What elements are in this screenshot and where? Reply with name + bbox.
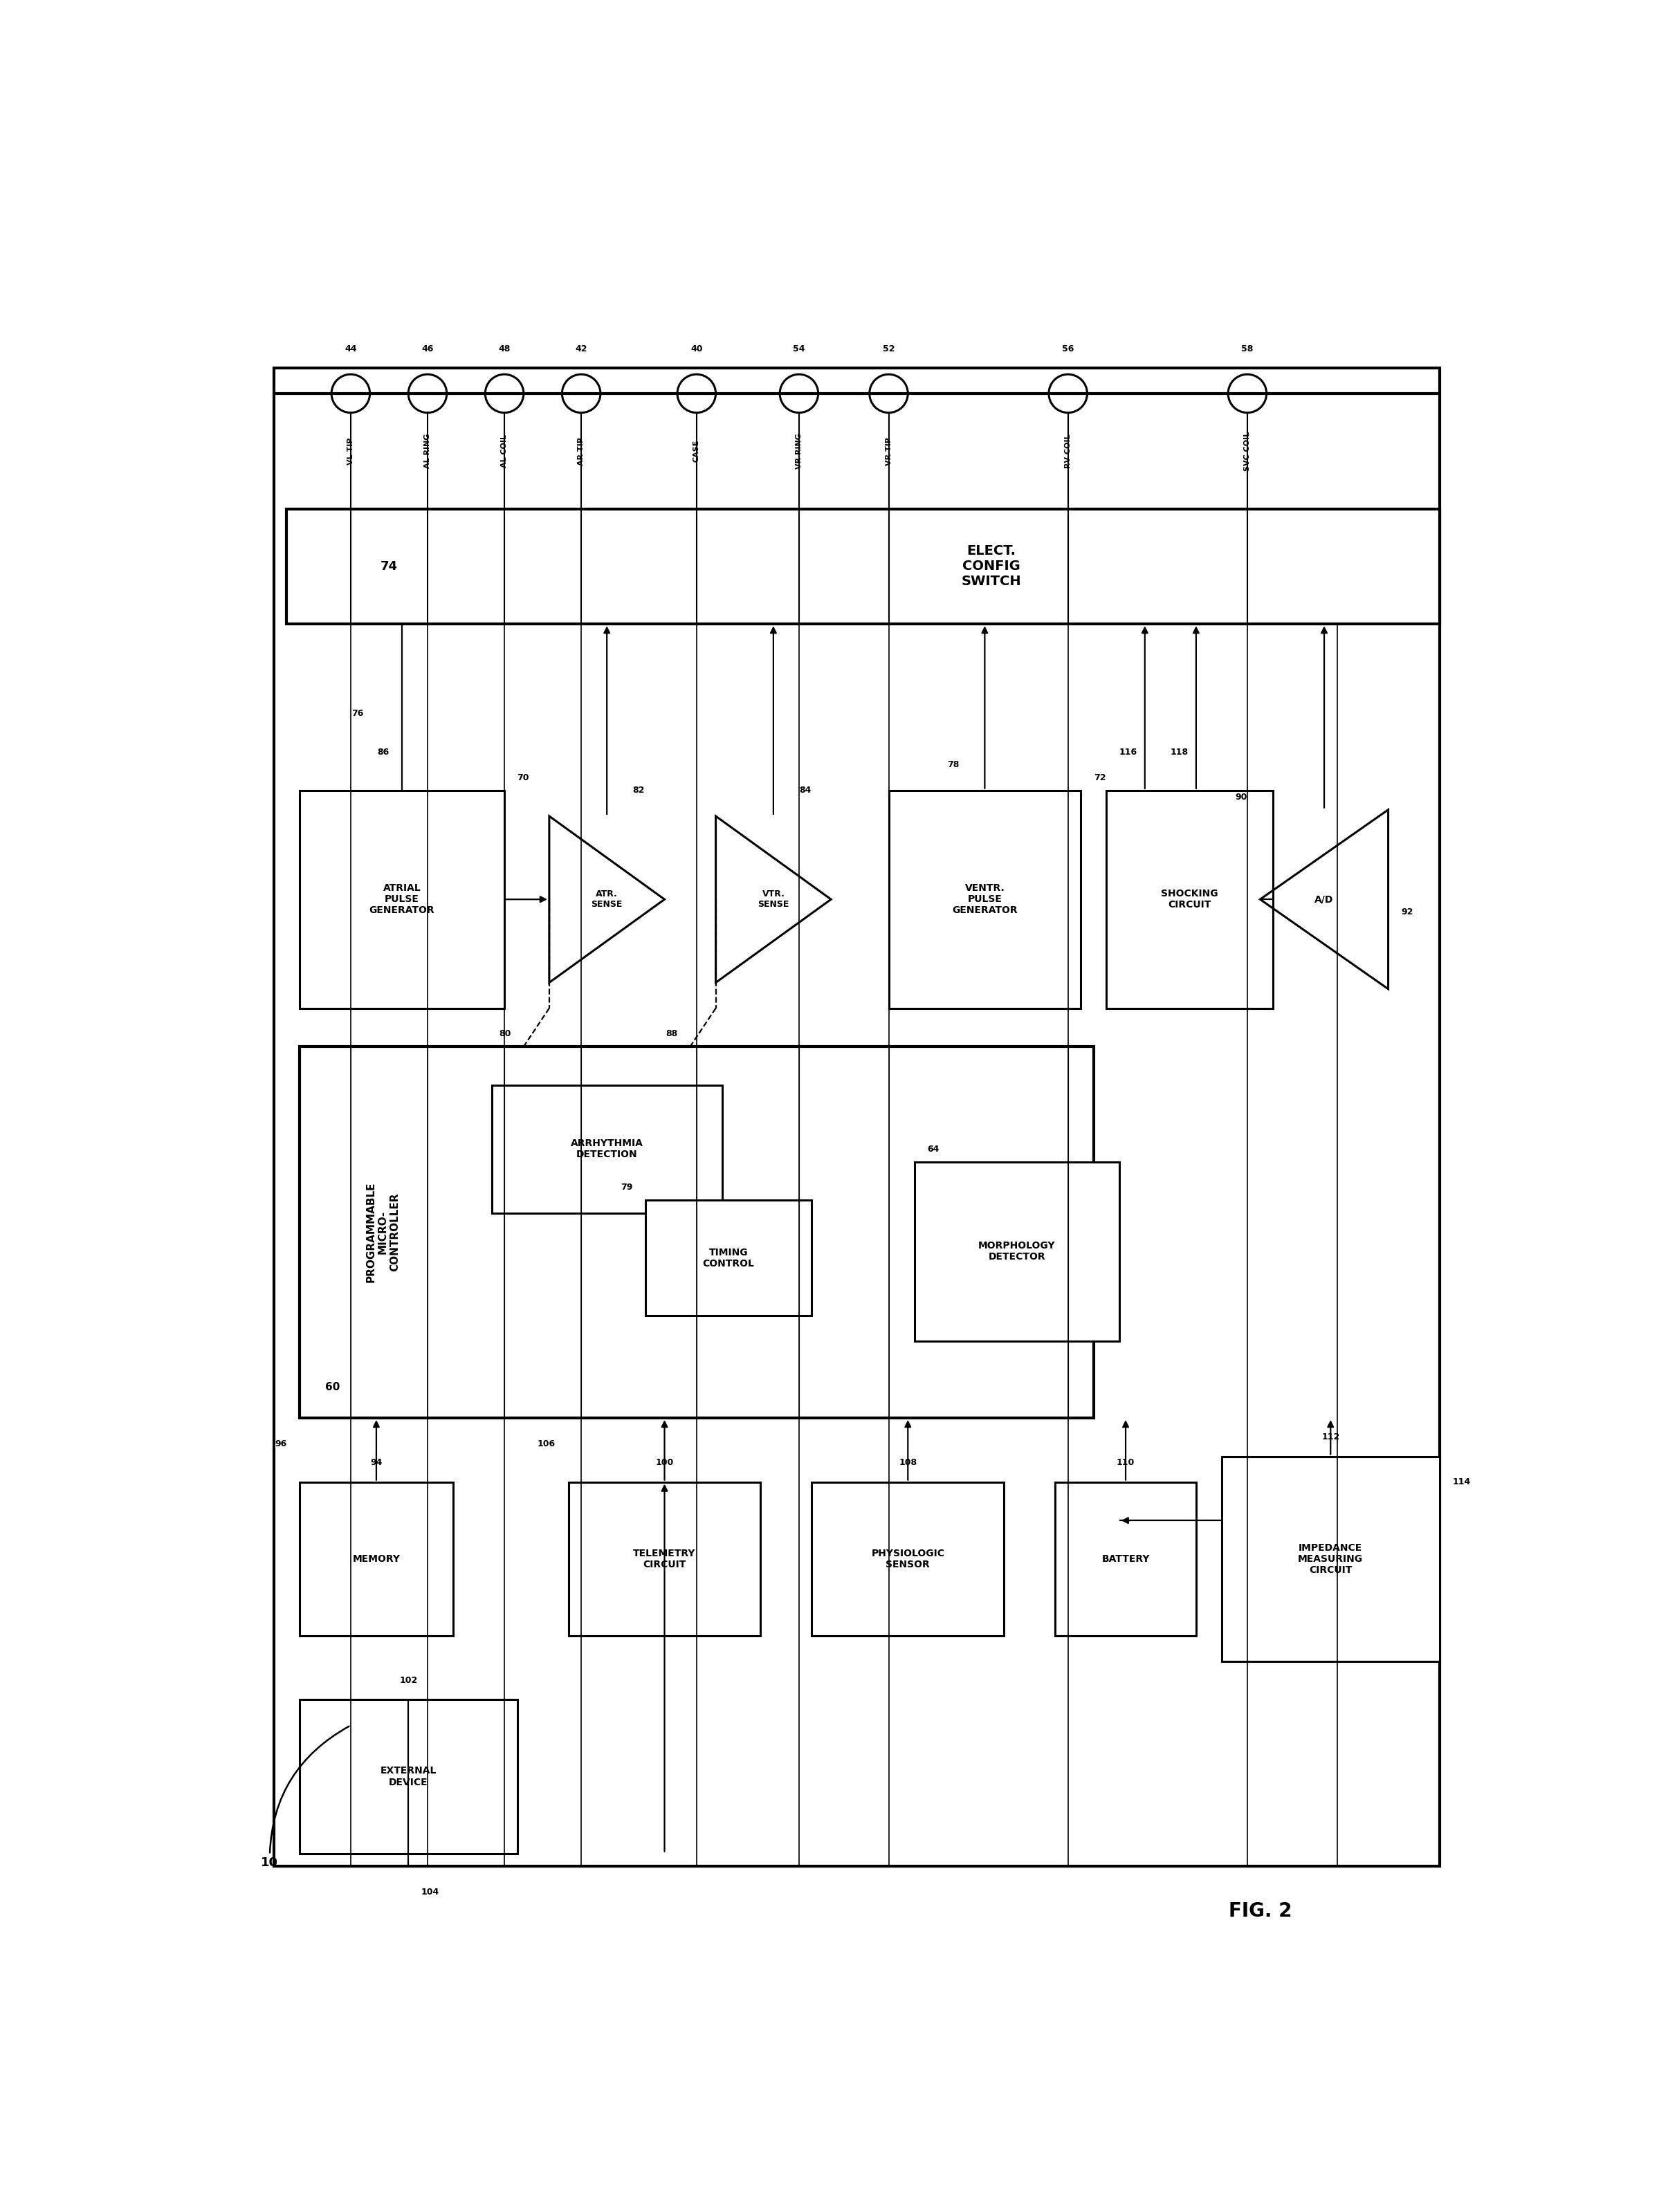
Text: BATTERY: BATTERY	[1102, 1555, 1150, 1564]
Bar	[287, 509, 1440, 624]
Text: VR RING: VR RING	[796, 434, 803, 469]
Text: 112: 112	[1322, 1433, 1340, 1442]
Text: AL RING: AL RING	[425, 434, 431, 469]
Text: IMPEDANCE
MEASURING
CIRCUIT: IMPEDANCE MEASURING CIRCUIT	[1297, 1542, 1364, 1575]
Text: 42: 42	[576, 345, 587, 354]
Text: PHYSIOLOGIC
SENSOR: PHYSIOLOGIC SENSOR	[871, 1548, 944, 1568]
Bar	[914, 1161, 1120, 1340]
Text: 84: 84	[800, 785, 811, 794]
Text: 82: 82	[632, 785, 644, 794]
Text: 78: 78	[947, 761, 959, 770]
Text: 92: 92	[1400, 907, 1413, 916]
Text: 56: 56	[1062, 345, 1073, 354]
Text: 102: 102	[400, 1677, 418, 1686]
Text: EXTERNAL
DEVICE: EXTERNAL DEVICE	[380, 1765, 436, 1787]
Bar	[300, 790, 504, 1009]
Text: 90: 90	[1236, 792, 1248, 801]
Text: 10: 10	[260, 1725, 348, 1869]
Text: TIMING
CONTROL: TIMING CONTROL	[703, 1248, 755, 1267]
Text: 114: 114	[1452, 1478, 1470, 1486]
Text: 86: 86	[377, 748, 390, 757]
Text: 116: 116	[1120, 748, 1138, 757]
Text: 40: 40	[690, 345, 702, 354]
Text: ARRHYTHMIA
DETECTION: ARRHYTHMIA DETECTION	[571, 1139, 644, 1159]
Text: 88: 88	[665, 1029, 677, 1037]
Bar	[300, 1046, 1093, 1418]
Text: 106: 106	[538, 1440, 556, 1449]
Text: A/D: A/D	[1314, 894, 1334, 905]
Text: ATR.
SENSE: ATR. SENSE	[591, 889, 622, 909]
Text: CASE: CASE	[693, 440, 700, 462]
Bar	[811, 1482, 1004, 1635]
Text: TELEMETRY
CIRCUIT: TELEMETRY CIRCUIT	[634, 1548, 695, 1568]
Text: AR TIP: AR TIP	[577, 438, 584, 465]
Text: 54: 54	[793, 345, 805, 354]
Text: VTR.
SENSE: VTR. SENSE	[758, 889, 790, 909]
Text: 72: 72	[1093, 774, 1105, 783]
Text: ELECT.
CONFIG
SWITCH: ELECT. CONFIG SWITCH	[961, 544, 1020, 588]
Text: 70: 70	[518, 774, 529, 783]
Text: MEMORY: MEMORY	[352, 1555, 400, 1564]
Text: 110: 110	[1117, 1458, 1135, 1467]
Text: 58: 58	[1241, 345, 1253, 354]
Text: 74: 74	[380, 560, 398, 573]
Bar	[491, 1086, 722, 1212]
Bar	[889, 790, 1080, 1009]
Bar	[569, 1482, 760, 1635]
Text: 108: 108	[899, 1458, 917, 1467]
Text: RV COIL: RV COIL	[1065, 434, 1072, 469]
Text: VENTR.
PULSE
GENERATOR: VENTR. PULSE GENERATOR	[952, 883, 1017, 916]
Text: 48: 48	[498, 345, 511, 354]
Text: ATRIAL
PULSE
GENERATOR: ATRIAL PULSE GENERATOR	[370, 883, 435, 916]
Text: 104: 104	[421, 1887, 440, 1896]
Text: VR TIP: VR TIP	[886, 438, 893, 465]
Bar	[645, 1201, 811, 1316]
Text: AL COIL: AL COIL	[501, 434, 508, 467]
Text: 60: 60	[325, 1382, 340, 1391]
Text: 118: 118	[1171, 748, 1188, 757]
Bar	[300, 1482, 453, 1635]
Text: 52: 52	[883, 345, 894, 354]
Text: 79: 79	[620, 1183, 632, 1192]
Bar	[1107, 790, 1272, 1009]
Text: 64: 64	[927, 1144, 939, 1155]
Text: 96: 96	[275, 1440, 287, 1449]
Bar	[1055, 1482, 1196, 1635]
Text: 76: 76	[352, 710, 363, 719]
Text: FIG. 2: FIG. 2	[1228, 1902, 1292, 1920]
Text: VL TIP: VL TIP	[347, 438, 353, 465]
Text: 46: 46	[421, 345, 433, 354]
Text: PROGRAMMABLE
MICRO-
CONTROLLER: PROGRAMMABLE MICRO- CONTROLLER	[365, 1181, 400, 1283]
Text: 94: 94	[370, 1458, 382, 1467]
Text: 80: 80	[499, 1029, 511, 1037]
Text: SHOCKING
CIRCUIT: SHOCKING CIRCUIT	[1161, 889, 1218, 909]
Text: MORPHOLOGY
DETECTOR: MORPHOLOGY DETECTOR	[979, 1241, 1055, 1263]
Bar	[274, 367, 1440, 1867]
Bar	[300, 1699, 518, 1854]
Bar	[1221, 1455, 1440, 1661]
Text: 44: 44	[345, 345, 357, 354]
Text: SVC COIL: SVC COIL	[1244, 431, 1251, 471]
Text: 100: 100	[655, 1458, 674, 1467]
